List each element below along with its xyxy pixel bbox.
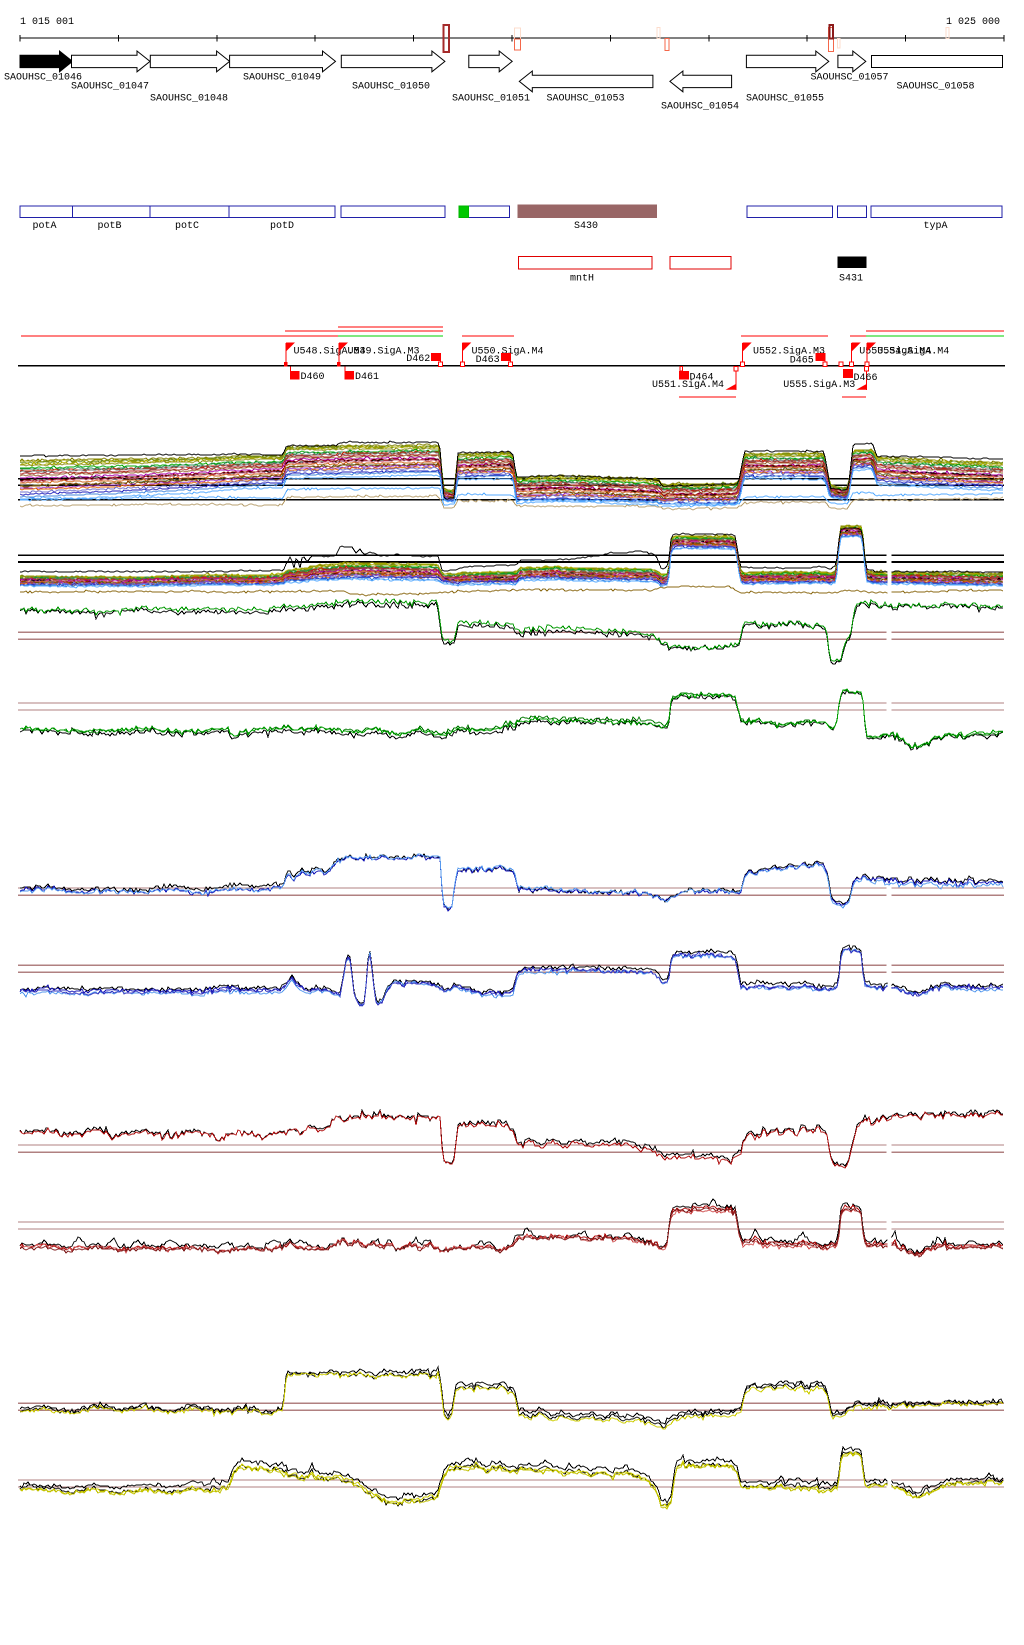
svg-text:U555.SigA.M3: U555.SigA.M3 [783,379,855,391]
svg-text:1 025 000: 1 025 000 [946,17,1000,28]
svg-text:SAOUHSC_01046: SAOUHSC_01046 [4,73,82,84]
svg-text:typA: typA [924,221,948,232]
svg-text:D462: D462 [406,354,430,365]
svg-text:SAOUHSC_01054: SAOUHSC_01054 [661,102,739,113]
svg-text:SAOUHSC_01053: SAOUHSC_01053 [547,94,625,105]
svg-text:U548.SigA.M3: U548.SigA.M3 [294,346,366,358]
svg-text:U553.SigA.M4: U553.SigA.M4 [859,346,931,358]
svg-text:1 015 001: 1 015 001 [20,17,74,28]
svg-text:D465: D465 [790,356,814,367]
svg-text:SAOUHSC_01051: SAOUHSC_01051 [452,94,530,105]
svg-text:SAOUHSC_01047: SAOUHSC_01047 [71,82,149,93]
svg-text:D460: D460 [301,372,325,383]
svg-text:D461: D461 [355,372,379,383]
svg-text:potA: potA [33,221,57,232]
svg-text:potD: potD [270,221,294,232]
svg-text:SAOUHSC_01048: SAOUHSC_01048 [150,94,228,105]
svg-text:U554.SigA.M4: U554.SigA.M4 [877,346,949,358]
svg-text:S430: S430 [574,221,598,232]
svg-text:D463: D463 [476,355,500,366]
svg-text:potB: potB [98,221,122,232]
svg-text:U550.SigA.M4: U550.SigA.M4 [472,346,544,358]
svg-text:SAOUHSC_01058: SAOUHSC_01058 [897,82,975,93]
svg-text:SAOUHSC_01055: SAOUHSC_01055 [746,94,824,105]
svg-text:U551.SigA.M4: U551.SigA.M4 [652,379,724,391]
svg-text:D466: D466 [854,373,878,384]
svg-text:U552.SigA.M3: U552.SigA.M3 [753,346,825,358]
svg-text:SAOUHSC_01050: SAOUHSC_01050 [352,82,430,93]
svg-text:S431: S431 [839,274,863,285]
svg-text:D464: D464 [690,372,714,383]
svg-text:potC: potC [175,221,199,232]
svg-text:SAOUHSC_01049: SAOUHSC_01049 [243,73,321,84]
svg-text:U549.SigA.M3: U549.SigA.M3 [348,346,420,358]
svg-text:SAOUHSC_01057: SAOUHSC_01057 [811,73,889,84]
svg-text:mntH: mntH [570,274,594,285]
